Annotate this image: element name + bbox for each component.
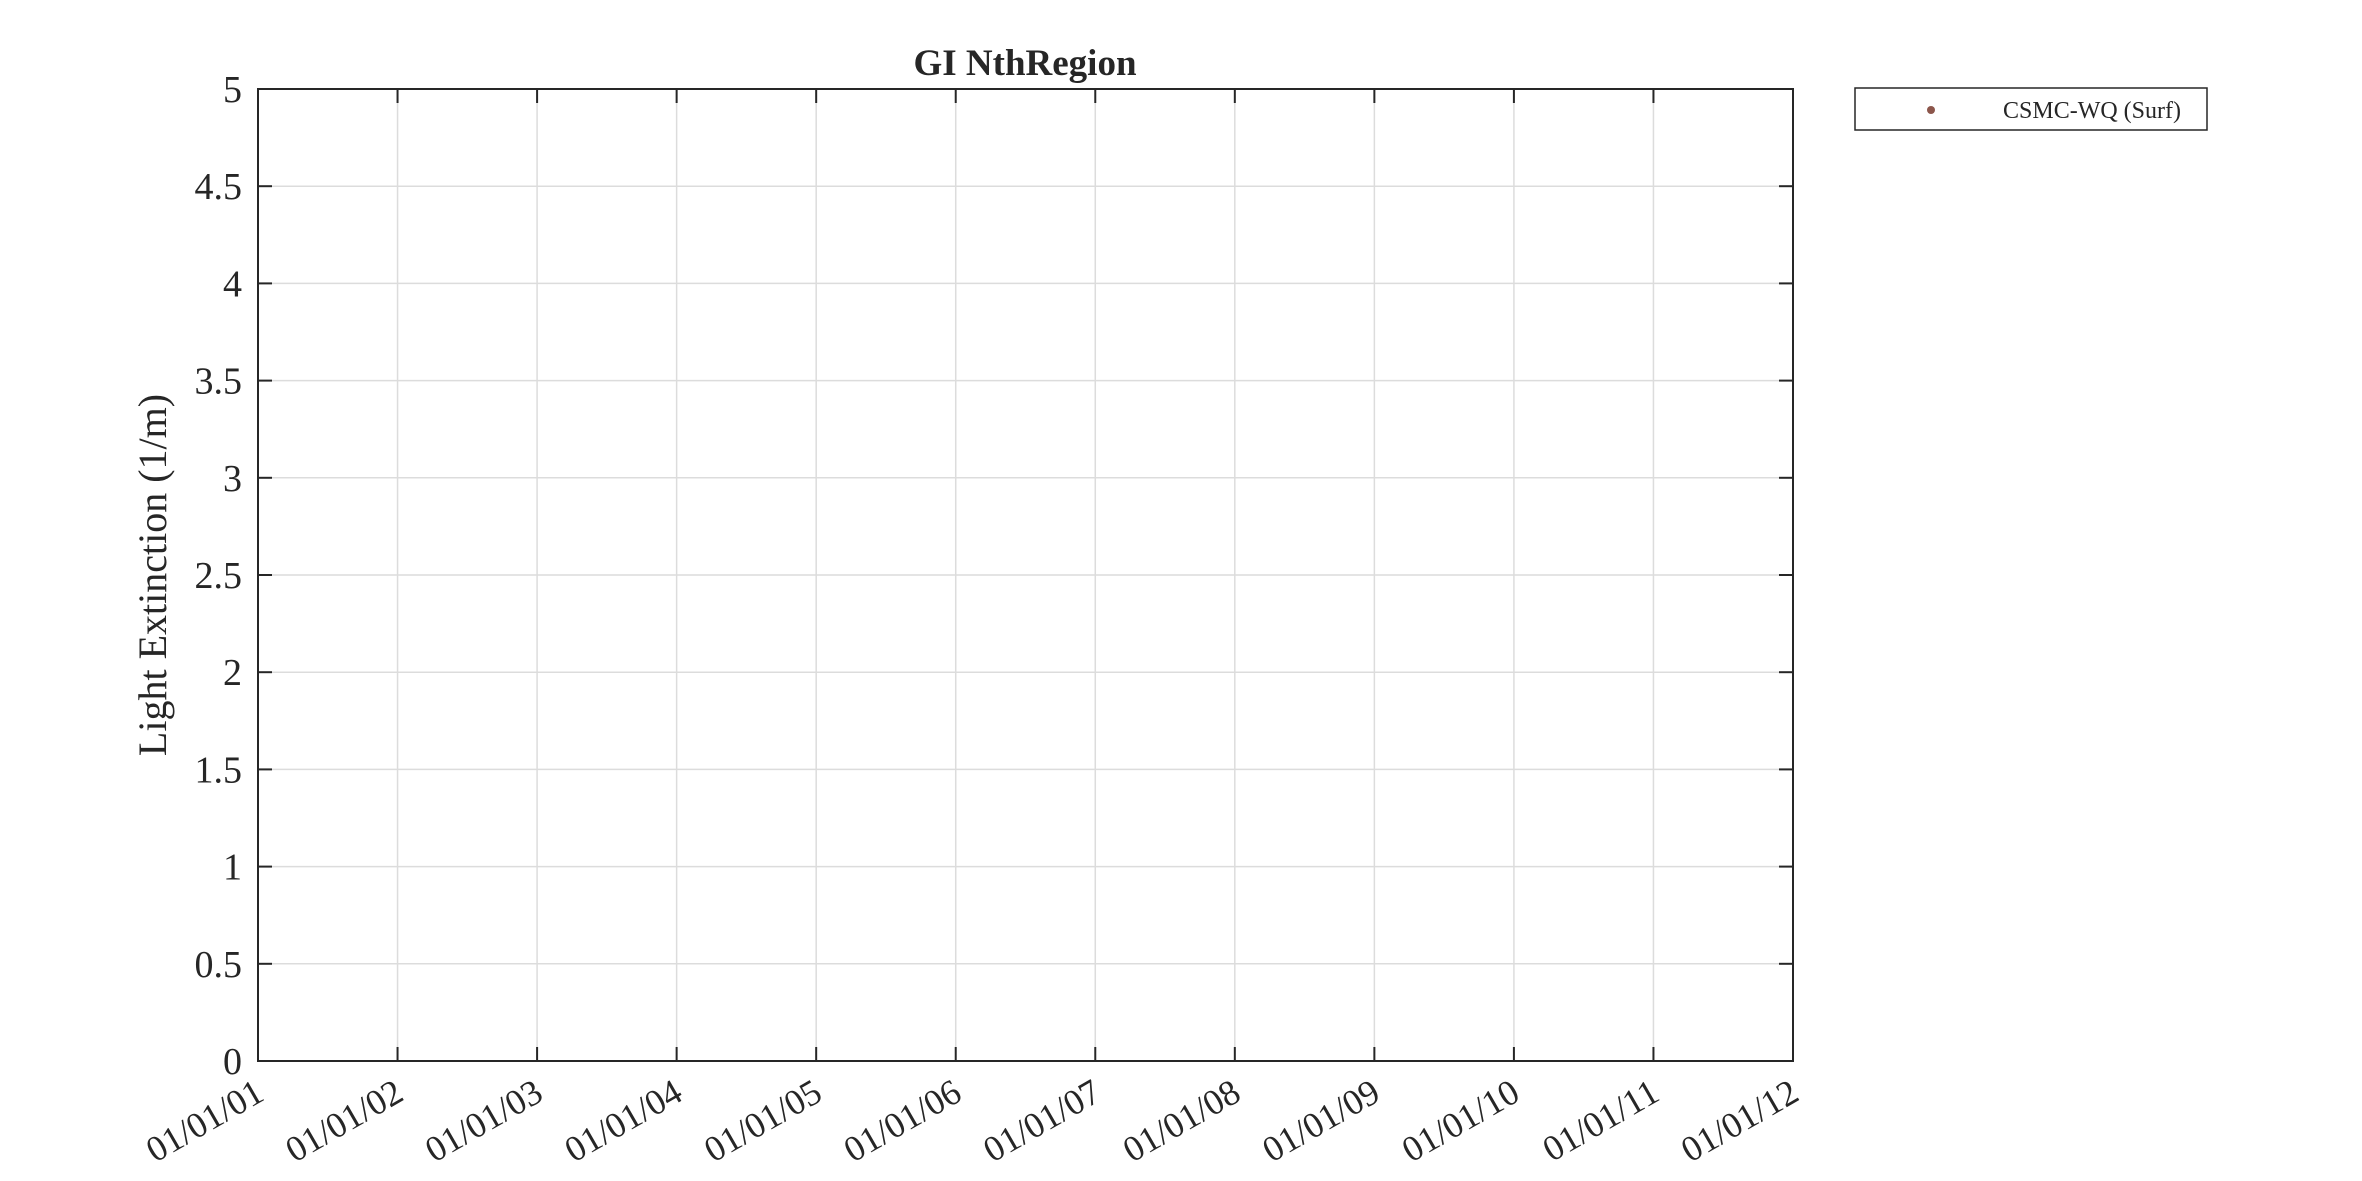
y-tick-label: 0.5 [195, 944, 243, 986]
y-tick-label: 4.5 [195, 166, 243, 208]
y-tick-label: 1.5 [195, 749, 243, 791]
y-tick-label: 1 [223, 847, 242, 889]
legend-box [1854, 87, 2208, 131]
y-tick-label: 0 [223, 1041, 242, 1083]
chart-title: GI NthRegion [913, 43, 1136, 84]
legend: CSMC-WQ (Surf) [1854, 87, 2208, 131]
y-tick-label: 3.5 [195, 361, 243, 403]
grid [258, 89, 1793, 1061]
y-tick-label: 5 [223, 69, 242, 111]
y-tick-labels: 0 0.5 1 1.5 2 2.5 3 3.5 4 4.5 5 [195, 69, 243, 1083]
axis-ticks [257, 88, 1794, 1062]
y-tick-label: 2.5 [195, 555, 243, 597]
legend-marker-csmc-wq-surf [1927, 106, 1935, 114]
y-tick-label: 3 [223, 458, 242, 500]
y-tick-label: 2 [223, 652, 242, 694]
legend-label-csmc-wq-surf: CSMC-WQ (Surf) [2003, 98, 2181, 124]
y-tick-label: 4 [223, 263, 242, 305]
y-axis-label: Light Extinction (1/m) [130, 394, 175, 756]
